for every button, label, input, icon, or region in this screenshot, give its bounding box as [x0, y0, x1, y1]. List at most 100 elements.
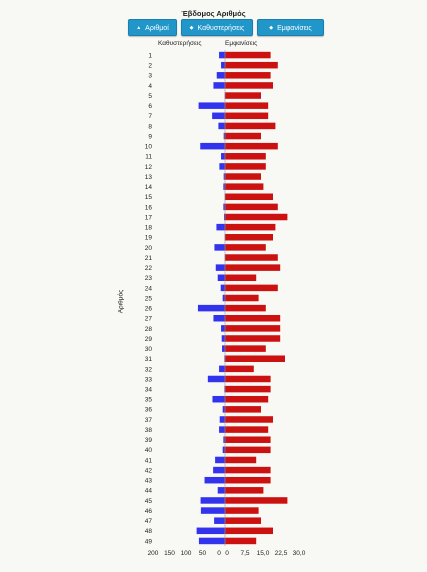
- delays-bar: [222, 406, 225, 413]
- delays-x-tick-label: 0: [217, 550, 221, 557]
- appearances-bar: [225, 173, 261, 180]
- delays-bar: [216, 223, 225, 231]
- appearances-bar: [225, 223, 276, 231]
- appearances-bar: [225, 385, 271, 393]
- delays-panel-label: Καθυστερήσεις: [158, 40, 202, 47]
- appearances-bar: [225, 314, 281, 322]
- delays-bar: [223, 183, 225, 190]
- category-tick-label: 11: [145, 154, 152, 161]
- appearances-bar: [225, 426, 269, 433]
- delays-bar: [198, 102, 225, 109]
- delays-bar: [224, 385, 225, 393]
- sort-by-numbers-button[interactable]: ▲ Αριθμοί: [128, 19, 177, 36]
- appearances-panel-label: Εμφανίσεις: [225, 40, 258, 47]
- delays-bar: [223, 436, 225, 443]
- category-tick-label: 27: [145, 316, 153, 323]
- sort-by-numbers-label: Αριθμοί: [145, 25, 169, 32]
- appearances-bar: [225, 325, 281, 332]
- sort-by-delays-button[interactable]: ◆ Καθυστερήσεις: [181, 19, 253, 36]
- appearances-x-tick-label: 30,0: [293, 550, 306, 557]
- delays-bar: [215, 456, 225, 464]
- delays-x-tick-label: 50: [199, 550, 207, 557]
- category-tick-label: 36: [145, 407, 153, 414]
- delays-bar: [217, 274, 225, 282]
- delays-bar: [215, 264, 225, 271]
- delays-bar: [200, 497, 225, 504]
- delays-bar: [204, 476, 225, 484]
- appearances-bar: [225, 284, 278, 292]
- appearances-bar: [225, 122, 276, 130]
- appearances-bar: [225, 446, 271, 454]
- delays-bar: [222, 446, 225, 454]
- appearances-bar: [225, 345, 266, 352]
- appearances-bar: [225, 264, 281, 271]
- delays-bar: [219, 163, 225, 170]
- category-tick-label: 34: [145, 387, 153, 394]
- chart-title: Έβδομος Αριθμός: [181, 9, 246, 18]
- category-tick-label: 46: [145, 508, 153, 515]
- delays-bar: [222, 294, 225, 302]
- category-tick-label: 1: [148, 52, 152, 59]
- delays-bar: [207, 375, 225, 383]
- appearances-bar: [225, 82, 273, 89]
- category-tick-label: 33: [145, 376, 153, 383]
- appearances-bar: [225, 436, 271, 443]
- delays-bar: [222, 345, 225, 352]
- delays-bar: [221, 325, 225, 332]
- appearances-bar: [225, 244, 266, 251]
- category-tick-label: 2: [148, 63, 152, 70]
- appearances-bar: [225, 406, 261, 413]
- appearances-bar: [225, 92, 261, 99]
- category-tick-label: 6: [148, 103, 152, 110]
- appearances-x-tick-label: 0: [225, 550, 229, 557]
- delays-bar: [221, 61, 225, 69]
- category-tick-label: 40: [145, 447, 153, 454]
- appearances-bar: [225, 375, 271, 383]
- category-tick-label: 14: [145, 184, 153, 191]
- category-tick-label: 26: [145, 306, 153, 313]
- category-tick-label: 28: [145, 326, 153, 333]
- category-tick-label: 15: [145, 194, 153, 201]
- category-tick-label: 12: [145, 164, 153, 171]
- appearances-bar: [225, 517, 261, 524]
- appearances-bar: [225, 487, 264, 494]
- category-tick-label: 10: [145, 144, 153, 151]
- appearances-bar: [225, 274, 257, 282]
- delays-bar: [217, 487, 225, 494]
- appearances-bar: [225, 537, 257, 545]
- delays-bar: [200, 507, 225, 514]
- appearances-bar: [225, 304, 266, 312]
- delays-bar: [200, 142, 225, 150]
- appearances-bar: [225, 213, 288, 221]
- category-tick-label: 24: [145, 285, 153, 292]
- category-tick-label: 18: [145, 225, 153, 232]
- appearances-bar: [225, 102, 269, 109]
- appearances-bar: [225, 497, 288, 504]
- category-tick-label: 7: [148, 113, 152, 120]
- sort-by-appearances-label: Εμφανίσεις: [277, 25, 312, 32]
- appearances-bar: [225, 142, 278, 150]
- appearances-bar: [225, 476, 271, 484]
- appearances-bar: [225, 234, 273, 241]
- delays-x-tick-label: 200: [148, 550, 159, 557]
- delays-bar: [196, 527, 225, 535]
- appearances-bar: [225, 51, 271, 59]
- appearances-x-tick-label: 15,0: [257, 550, 270, 557]
- category-tick-label: 31: [145, 356, 153, 363]
- appearances-bar: [225, 416, 273, 423]
- appearances-bar: [225, 507, 259, 514]
- appearances-bar: [225, 183, 264, 190]
- delays-bar: [212, 395, 225, 403]
- category-tick-label: 5: [148, 93, 152, 100]
- category-tick-label: 16: [145, 204, 153, 211]
- delays-bar: [223, 132, 225, 140]
- delays-x-tick-label: 100: [181, 550, 192, 557]
- sort-by-appearances-button[interactable]: ◆ Εμφανίσεις: [257, 19, 324, 36]
- category-tick-label: 42: [145, 467, 153, 474]
- appearances-bar: [225, 132, 261, 140]
- appearances-x-tick-label: 7,5: [240, 550, 249, 557]
- category-tick-label: 35: [145, 397, 153, 404]
- category-tick-label: 19: [145, 235, 153, 242]
- appearances-bar: [225, 112, 269, 120]
- category-tick-label: 41: [145, 457, 153, 464]
